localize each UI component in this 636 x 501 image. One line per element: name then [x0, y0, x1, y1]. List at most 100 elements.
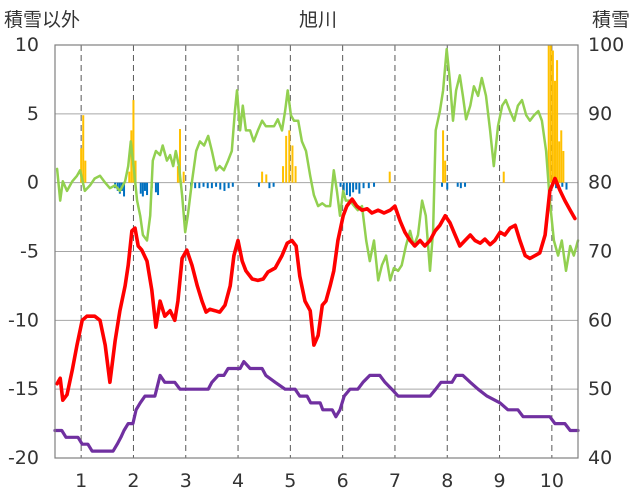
y-tick-label-right: 60 — [588, 309, 612, 331]
orange-bar — [178, 128, 181, 183]
x-tick-label: 6 — [337, 470, 349, 492]
orange-bar — [549, 45, 552, 183]
blue-bar — [565, 182, 568, 190]
y-tick-label-right: 80 — [588, 172, 612, 194]
orange-bar — [291, 145, 294, 183]
blue-bar — [202, 182, 205, 187]
orange-bar — [562, 151, 565, 183]
x-tick-label: 1 — [75, 470, 87, 492]
blue-bar — [339, 182, 342, 187]
blue-bar — [215, 182, 218, 187]
orange-bar — [547, 45, 550, 183]
blue-bar — [459, 182, 462, 189]
purple-line — [53, 360, 580, 453]
y-tick-label-left: 5 — [27, 103, 39, 125]
x-tick-label: 8 — [441, 470, 453, 492]
x-tick-label: 4 — [232, 470, 244, 492]
y-tick-label-left: -15 — [8, 378, 39, 400]
y-tick-label-left: 0 — [27, 172, 39, 194]
blue-bar — [362, 182, 365, 189]
blue-bar — [118, 182, 121, 194]
blue-bar — [464, 182, 467, 187]
orange-bar — [502, 171, 505, 183]
blue-bar — [231, 182, 234, 187]
blue-bar — [373, 182, 376, 187]
blue-bar — [561, 182, 564, 187]
y-tick-label-left: -10 — [8, 309, 39, 331]
blue-bar — [342, 182, 345, 191]
orange-bar — [282, 166, 285, 183]
bar-series — [80, 45, 568, 197]
orange-bar — [80, 148, 83, 183]
blue-bar — [348, 182, 351, 197]
left-axis-label: 積雪以外 — [4, 9, 80, 31]
orange-bar — [134, 160, 137, 183]
orange-bar — [182, 171, 185, 183]
blue-bar — [367, 182, 370, 189]
blue-bar — [210, 182, 213, 189]
blue-bar — [456, 182, 459, 187]
plot-frame — [54, 44, 579, 459]
orange-bar — [442, 130, 445, 183]
y-tick-label-right: 70 — [588, 241, 612, 263]
x-tick-label: 5 — [284, 470, 296, 492]
orange-bar — [84, 160, 87, 183]
y-tick-label-left: -20 — [8, 447, 39, 469]
blue-bar — [123, 182, 126, 197]
blue-bar — [257, 182, 260, 187]
right-axis-label: 積雪 — [592, 9, 630, 31]
orange-bar — [558, 141, 561, 183]
y-tick-label-left: 10 — [15, 34, 39, 56]
plot-border — [54, 44, 579, 459]
blue-bar — [139, 182, 142, 194]
blue-bar — [358, 182, 361, 194]
y-tick-label-right: 90 — [588, 103, 612, 125]
blue-bar — [194, 182, 197, 189]
blue-bar — [345, 182, 348, 196]
orange-bar — [556, 60, 559, 183]
y-tick-label-right: 40 — [588, 447, 612, 469]
x-tick-label: 3 — [180, 470, 192, 492]
blue-bar — [223, 182, 226, 191]
line-series — [53, 47, 580, 453]
orange-bar — [288, 130, 291, 183]
orange-bar — [132, 100, 135, 183]
orange-bar — [560, 130, 563, 183]
blue-bar — [441, 182, 444, 187]
orange-bar — [285, 135, 288, 183]
orange-bar — [388, 171, 391, 183]
blue-bar — [355, 182, 358, 190]
blue-bar — [219, 182, 222, 190]
x-tick-label: 2 — [127, 470, 139, 492]
orange-bar — [294, 166, 297, 183]
blue-bar — [141, 182, 144, 197]
x-tick-label: 9 — [494, 470, 506, 492]
blue-bar — [157, 182, 160, 196]
blue-bar — [227, 182, 230, 189]
orange-bar — [176, 166, 179, 183]
y-tick-label-right: 50 — [588, 378, 612, 400]
blue-bar — [206, 182, 209, 189]
blue-bar — [272, 182, 275, 187]
orange-bar — [444, 160, 447, 183]
blue-bar — [352, 182, 355, 193]
blue-bar — [446, 182, 449, 190]
blue-bar — [146, 182, 149, 196]
x-tick-label: 7 — [389, 470, 401, 492]
green-line — [55, 47, 580, 282]
blue-bar — [198, 182, 201, 189]
y-tick-label-right: 100 — [588, 34, 624, 56]
orange-bar — [553, 80, 556, 183]
red-line — [55, 176, 577, 402]
orange-bar — [265, 174, 268, 183]
x-tick-label: 10 — [540, 470, 564, 492]
chart-title: 旭川 — [299, 9, 337, 31]
y-tick-label-left: -5 — [20, 241, 39, 263]
blue-bar — [143, 182, 146, 191]
orange-bar — [551, 50, 554, 183]
blue-bar — [268, 182, 271, 189]
blue-bar — [154, 182, 157, 193]
orange-bar — [82, 115, 85, 183]
